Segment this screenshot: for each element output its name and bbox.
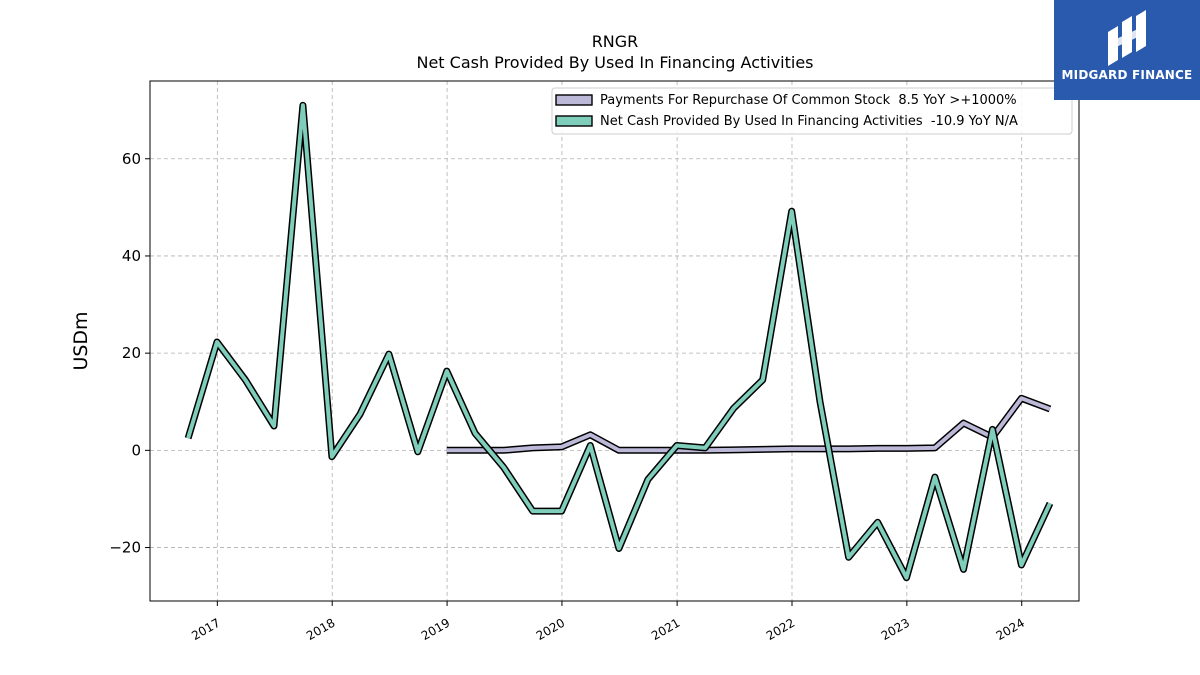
y-tick-label: 20 (122, 344, 141, 362)
brand-logo: MIDGARD FINANCE (1054, 0, 1200, 100)
series-lines (184, 101, 1054, 582)
y-tick-label: 60 (122, 150, 141, 168)
y-tick-label: 40 (122, 247, 141, 265)
legend-swatch (555, 115, 593, 127)
y-tick-label: −20 (109, 539, 141, 557)
y-axis: −20 0 20 40 60 (109, 150, 150, 557)
y-axis-label: USDm (70, 311, 92, 370)
series-line (446, 396, 1051, 453)
plot-frame (149, 80, 1080, 602)
y-tick-label: 0 (131, 441, 141, 459)
legend: Payments For Repurchase Of Common Stock … (551, 87, 1073, 135)
legend-box (551, 87, 1073, 135)
legend-label: Net Cash Provided By Used In Financing A… (600, 114, 1018, 129)
brand-name: MIDGARD FINANCE (1061, 68, 1193, 82)
chart-title: RNGR (592, 32, 639, 51)
midgard-logo-icon (1108, 10, 1146, 66)
series-line (186, 103, 1052, 580)
legend-label: Payments For Repurchase Of Common Stock … (600, 93, 1017, 108)
legend-swatch (555, 94, 593, 106)
chart-subtitle: Net Cash Provided By Used In Financing A… (416, 53, 813, 72)
